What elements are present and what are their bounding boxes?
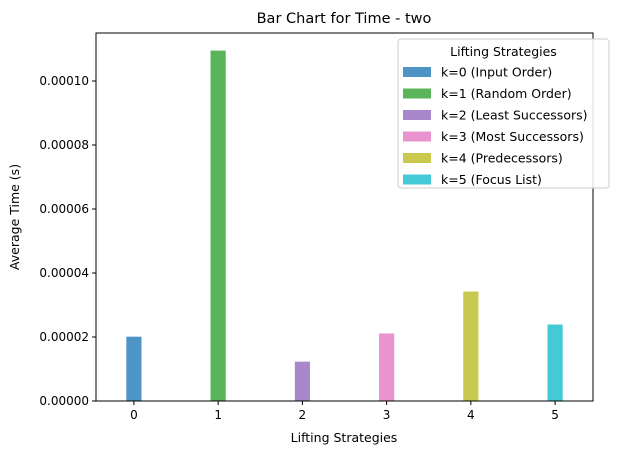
y-tick-label-1: 0.00002 bbox=[39, 330, 89, 344]
y-axis-label: Average Time (s) bbox=[7, 164, 22, 270]
legend-swatch-4 bbox=[403, 153, 431, 163]
bar-1 bbox=[211, 51, 226, 401]
legend-label-0: k=0 (Input Order) bbox=[441, 65, 552, 80]
x-tick-label-0: 0 bbox=[130, 408, 138, 422]
legend: Lifting Strategies k=0 (Input Order) k=1 (… bbox=[398, 39, 609, 188]
legend-swatch-3 bbox=[403, 132, 431, 142]
legend-label-1: k=1 (Random Order) bbox=[441, 86, 572, 101]
x-tick-label-3: 3 bbox=[383, 408, 391, 422]
x-tick-label-5: 5 bbox=[551, 408, 559, 422]
chart-title: Bar Chart for Time - two bbox=[257, 11, 432, 27]
legend-label-5: k=5 (Focus List) bbox=[441, 172, 542, 187]
bar-0 bbox=[126, 337, 141, 401]
y-tick-label-4: 0.00008 bbox=[39, 138, 89, 152]
y-tick-label-5: 0.00010 bbox=[39, 74, 89, 88]
legend-label-3: k=3 (Most Successors) bbox=[441, 129, 584, 144]
x-axis-label: Lifting Strategies bbox=[291, 430, 398, 445]
y-tick-label-0: 0.00000 bbox=[39, 394, 89, 408]
bar-4 bbox=[463, 292, 478, 401]
bar-3 bbox=[379, 333, 394, 401]
legend-swatch-1 bbox=[403, 89, 431, 99]
legend-label-2: k=2 (Least Successors) bbox=[441, 108, 588, 123]
bar-5 bbox=[548, 325, 563, 401]
x-tick-label-4: 4 bbox=[467, 408, 475, 422]
x-tick-label-1: 1 bbox=[214, 408, 222, 422]
legend-swatch-2 bbox=[403, 110, 431, 120]
bar-2 bbox=[295, 362, 310, 401]
legend-swatch-0 bbox=[403, 67, 431, 77]
y-tick-label-3: 0.00006 bbox=[39, 202, 89, 216]
legend-swatch-5 bbox=[403, 175, 431, 185]
y-tick-label-2: 0.00004 bbox=[39, 266, 89, 280]
x-tick-label-2: 2 bbox=[299, 408, 307, 422]
legend-title: Lifting Strategies bbox=[450, 44, 557, 59]
legend-label-4: k=4 (Predecessors) bbox=[441, 151, 563, 166]
